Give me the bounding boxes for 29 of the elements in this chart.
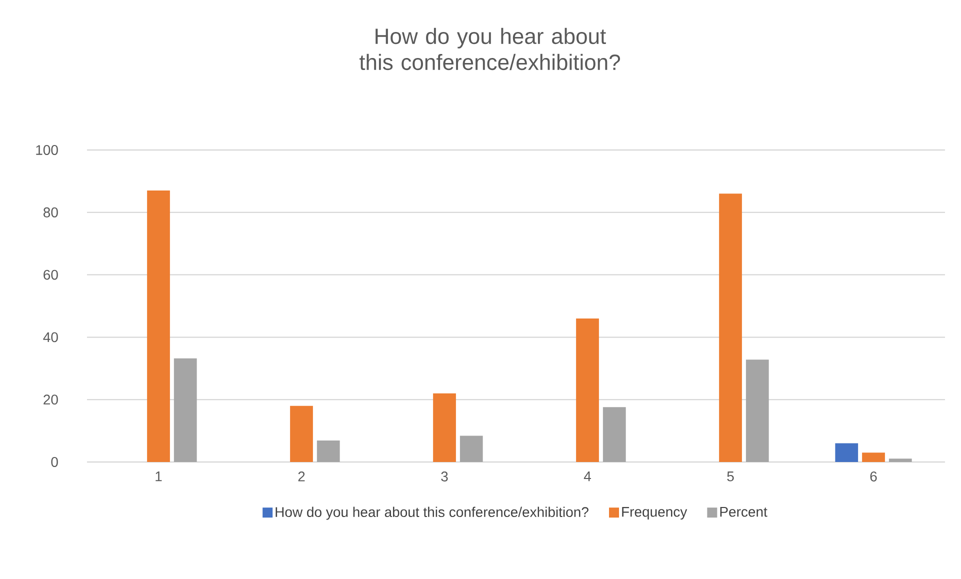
y-tick-label: 100 — [36, 145, 58, 155]
chart-title: How do you hear about this conference/exhibition? — [359, 28, 620, 70]
bar — [316, 440, 340, 462]
legend-label: Frequency — [622, 507, 688, 520]
legend-label: Percent — [720, 507, 768, 517]
x-tick-label: 3 — [441, 472, 448, 482]
y-tick-label: 20 — [44, 394, 58, 405]
bar — [746, 360, 769, 462]
bar — [290, 406, 313, 462]
y-tick-label: 60 — [44, 270, 58, 280]
bar — [147, 190, 170, 462]
legend-label: How do you hear about this conference/exhibition? — [276, 506, 588, 520]
bar — [835, 443, 858, 462]
x-tick-label: 4 — [584, 472, 591, 482]
y-tick-label: 0 — [51, 457, 58, 467]
x-tick-label: 5 — [727, 472, 734, 482]
bar — [576, 318, 599, 462]
bar — [174, 358, 197, 462]
bar — [460, 436, 483, 462]
bar — [888, 458, 912, 462]
y-tick-label: 80 — [44, 207, 58, 218]
bar — [602, 407, 626, 462]
bar — [433, 393, 456, 462]
y-tick-label: 40 — [43, 332, 58, 342]
x-tick-label: 2 — [298, 472, 305, 482]
bar — [719, 194, 742, 462]
x-tick-label: 1 — [156, 472, 162, 482]
x-tick-label: 6 — [870, 472, 877, 482]
bar — [862, 452, 885, 462]
